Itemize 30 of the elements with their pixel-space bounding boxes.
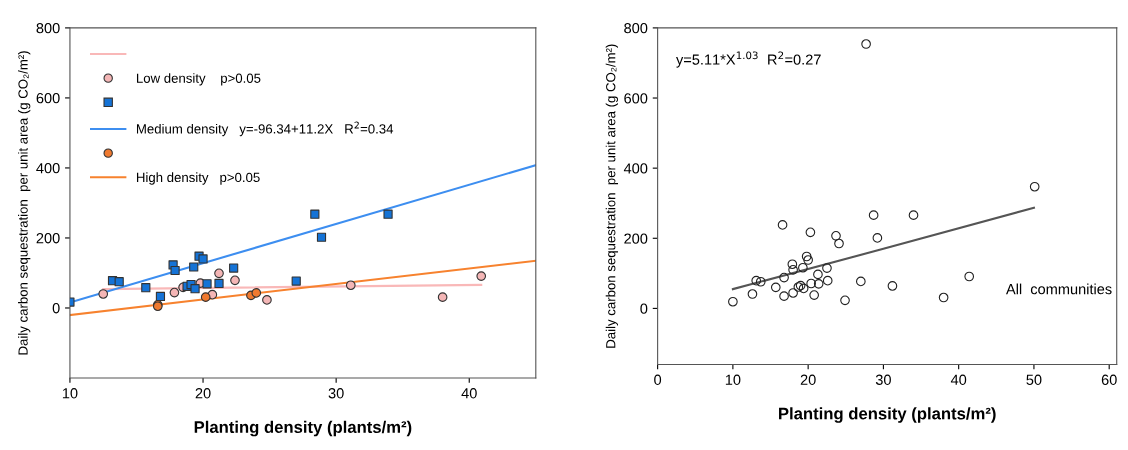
x-axis-title: Planting density (plants/m²) [779, 407, 996, 423]
legend-label: High density p>0.05 [136, 172, 260, 185]
y-axis-title: Daily carbon sequestration per unit area (g CO₂/m²) [18, 51, 31, 355]
x-tick-label: 40 [461, 388, 477, 399]
x-tick-label: 50 [1026, 374, 1042, 385]
x-tick-label: 30 [875, 374, 891, 385]
y-axis-title: Daily carbon sequestration per unit area (g CO₂/m²) [605, 44, 619, 348]
x-tick-label: 60 [1101, 374, 1117, 385]
y-tick-label: 200 [624, 233, 648, 244]
annotation: All communities [1006, 283, 1112, 295]
x-tick-label: 40 [950, 374, 967, 385]
y-tick-label: 800 [624, 23, 648, 34]
y-tick-label: 0 [640, 303, 648, 314]
legend-label: Low density p>0.05 [136, 73, 261, 86]
x-tick-label: 20 [195, 388, 211, 399]
x-tick-label: 10 [62, 388, 78, 399]
y-tick-label: 200 [36, 233, 60, 244]
y-tick-label: 0 [52, 303, 60, 314]
x-tick-label: 0 [654, 374, 662, 385]
x-axis-title: Planting density (plants/m²) [194, 420, 412, 437]
y-tick-label: 800 [36, 23, 60, 34]
y-tick-label: 400 [36, 163, 60, 174]
x-tick-label: 10 [725, 374, 741, 385]
x-tick-label: 20 [800, 374, 816, 385]
x-tick-label: 30 [328, 388, 344, 399]
y-tick-label: 600 [624, 93, 648, 104]
y-tick-label: 400 [623, 163, 648, 174]
legend-label: Medium density y=-96.34+11.2X R$^{2}$=0.34 [136, 121, 394, 137]
y-tick-label: 600 [36, 93, 60, 104]
annotation: y=5.11*X$^{1.03}$ R$^{2}$=0.27 [676, 51, 821, 68]
